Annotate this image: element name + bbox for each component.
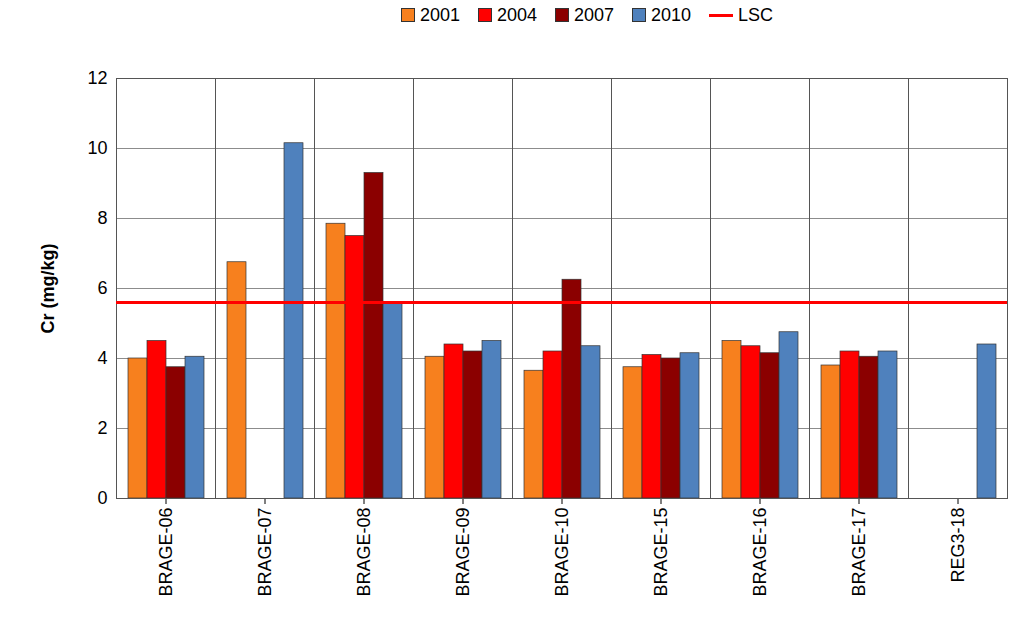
svg-text:Cr (mg/kg): Cr (mg/kg) — [38, 243, 58, 333]
html-text:2001: 2001 — [419, 4, 460, 25]
html-text:2007: 2007 — [574, 4, 614, 25]
svg-text:BRAGE-16: BRAGE-16 — [750, 508, 770, 597]
svg-text:BRAGE-07: BRAGE-07 — [255, 508, 275, 597]
svg-text:2: 2 — [97, 418, 107, 438]
svg-text:BRAGE-08: BRAGE-08 — [354, 508, 374, 597]
html-text:2010: 2010 — [651, 4, 692, 25]
svg-text:4: 4 — [97, 348, 107, 368]
svg-text:12: 12 — [87, 68, 107, 88]
svg-text:6: 6 — [97, 278, 107, 298]
html-text:LSC: LSC — [738, 4, 774, 25]
svg-text:10: 10 — [87, 138, 107, 158]
svg-text:BRAGE-06: BRAGE-06 — [156, 508, 176, 597]
svg-text:BRAGE-17: BRAGE-17 — [849, 508, 869, 597]
svg-text:8: 8 — [97, 208, 107, 228]
svg-text:REG3-18: REG3-18 — [948, 508, 968, 583]
svg-text:BRAGE-15: BRAGE-15 — [651, 508, 671, 597]
svg-text:BRAGE-10: BRAGE-10 — [552, 508, 572, 597]
svg-text:BRAGE-09: BRAGE-09 — [453, 508, 473, 597]
svg-text:0: 0 — [97, 488, 107, 508]
html-text:2004: 2004 — [496, 4, 537, 25]
